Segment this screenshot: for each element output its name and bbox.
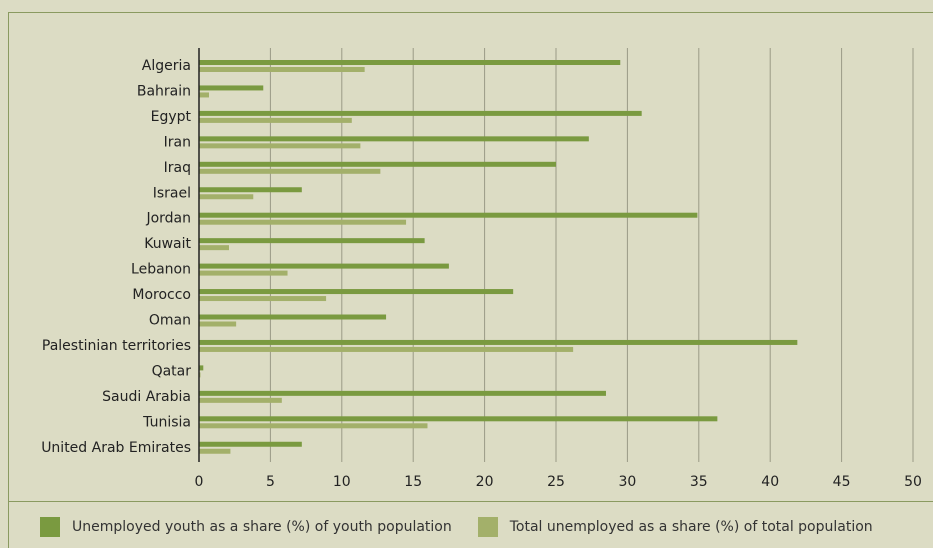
bars xyxy=(199,60,798,454)
bar-total-lebanon xyxy=(199,270,288,276)
category-label: Kuwait xyxy=(144,236,191,252)
category-label: Palestinian territories xyxy=(42,338,191,354)
x-tick-labels: 0 5 10 15 20 25 30 35 40 45 50 xyxy=(195,474,922,490)
bar-total-united-arab-emirates xyxy=(199,448,231,454)
bar-youth-united-arab-emirates xyxy=(199,441,302,447)
legend-label-youth: Unemployed youth as a share (%) of youth… xyxy=(72,519,452,535)
category-label: Qatar xyxy=(152,363,192,379)
bar-youth-iraq xyxy=(199,161,556,167)
category-label: Algeria xyxy=(142,58,191,74)
category-label: Morocco xyxy=(132,287,191,303)
left-border xyxy=(8,12,9,548)
x-tick-label-5: 5 xyxy=(266,474,275,490)
legend-swatch-youth xyxy=(40,517,60,537)
category-label: Iraq xyxy=(164,160,191,176)
x-tick-label-10: 10 xyxy=(333,474,351,490)
x-tick-label-25: 25 xyxy=(547,474,565,490)
bar-total-algeria xyxy=(199,67,365,72)
category-label: Iran xyxy=(164,134,191,150)
bar-youth-jordan xyxy=(199,212,698,218)
legend-label-total: Total unemployed as a share (%) of total… xyxy=(509,519,873,535)
bar-youth-egypt xyxy=(199,110,642,116)
x-tick-label-15: 15 xyxy=(404,474,422,490)
bar-youth-palestinian-territories xyxy=(199,339,798,345)
bar-total-jordan xyxy=(199,219,407,225)
category-label: Oman xyxy=(149,313,191,329)
gridlines xyxy=(269,48,914,462)
bar-total-saudi-arabia xyxy=(199,397,282,403)
bar-total-palestinian-territories xyxy=(199,346,574,352)
x-tick-label-50: 50 xyxy=(904,474,922,490)
bar-youth-bahrain xyxy=(199,85,264,91)
bar-youth-israel xyxy=(199,187,302,193)
category-label: Saudi Arabia xyxy=(102,389,191,405)
x-tick-label-35: 35 xyxy=(690,474,708,490)
bar-youth-lebanon xyxy=(199,263,449,269)
x-tick-label-0: 0 xyxy=(195,474,204,490)
bar-youth-tunisia xyxy=(199,416,718,422)
bar-total-oman xyxy=(199,321,237,327)
bar-total-tunisia xyxy=(199,423,428,429)
category-label: United Arab Emirates xyxy=(41,440,191,456)
category-label: Bahrain xyxy=(137,83,191,99)
legend-swatch-total xyxy=(477,517,498,537)
bar-youth-morocco xyxy=(199,289,514,295)
top-border xyxy=(8,12,933,13)
x-tick-label-30: 30 xyxy=(618,474,636,490)
category-label: Israel xyxy=(153,185,191,201)
legend: Unemployed youth as a share (%) of youth… xyxy=(40,515,899,539)
legend-divider xyxy=(8,501,933,502)
category-label: Egypt xyxy=(151,109,192,125)
bar-total-egypt xyxy=(199,117,352,123)
x-tick-label-20: 20 xyxy=(476,474,494,490)
legend-item-total: Total unemployed as a share (%) of total… xyxy=(477,517,873,537)
bar-total-kuwait xyxy=(199,245,229,251)
bar-youth-saudi-arabia xyxy=(199,390,606,396)
x-tick-label-45: 45 xyxy=(833,474,851,490)
category-label: Lebanon xyxy=(131,262,191,278)
bar-youth-oman xyxy=(199,314,387,320)
bar-youth-iran xyxy=(199,136,589,142)
bar-total-iraq xyxy=(199,168,381,174)
bar-total-morocco xyxy=(199,296,327,302)
bar-youth-algeria xyxy=(199,60,621,65)
bar-youth-kuwait xyxy=(199,238,425,244)
bar-youth-qatar xyxy=(199,365,204,371)
category-label: Tunisia xyxy=(142,414,191,430)
x-tick-label-40: 40 xyxy=(761,474,779,490)
bar-total-iran xyxy=(199,143,361,149)
bar-total-bahrain xyxy=(199,92,209,98)
category-label: Jordan xyxy=(145,211,191,227)
category-labels: Algeria Bahrain Egypt Iran Iraq Israel Jordan K… xyxy=(41,58,191,456)
legend-item-youth: Unemployed youth as a share (%) of youth… xyxy=(40,517,452,537)
bar-total-israel xyxy=(199,194,254,200)
